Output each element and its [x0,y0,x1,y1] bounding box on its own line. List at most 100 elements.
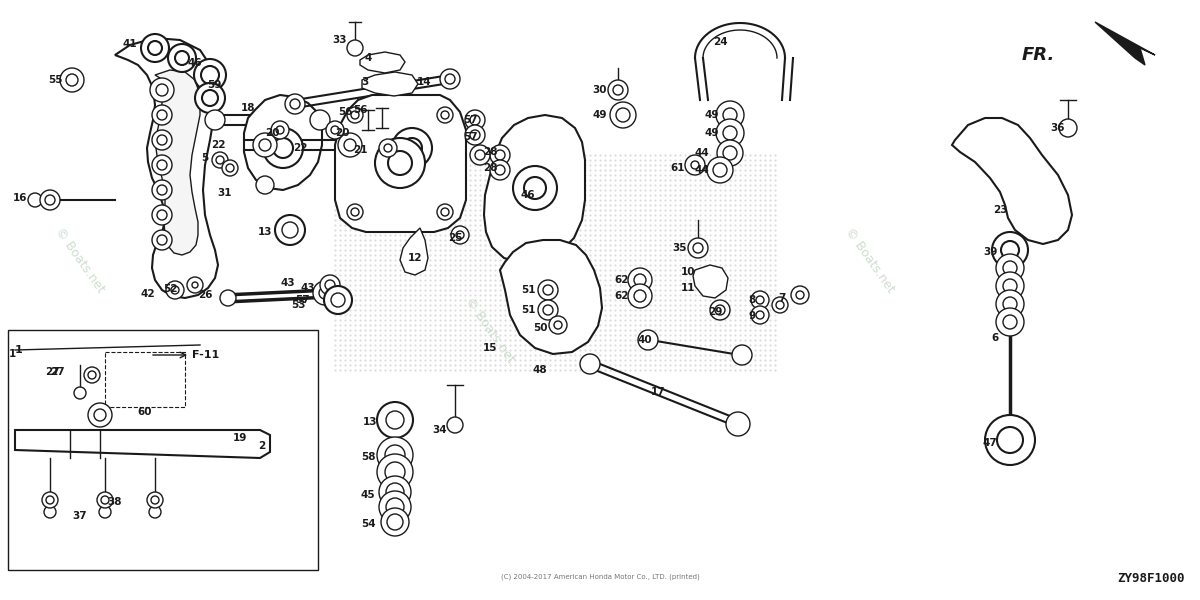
Text: 19: 19 [233,433,247,443]
Text: 40: 40 [637,335,653,345]
Text: 37: 37 [73,511,88,521]
Circle shape [1003,297,1018,311]
Circle shape [152,230,172,250]
Circle shape [94,409,106,421]
Text: 28: 28 [482,147,497,157]
Circle shape [194,83,226,113]
Text: 49: 49 [704,110,719,120]
Circle shape [202,66,220,84]
Text: 29: 29 [708,307,722,317]
Circle shape [377,454,413,490]
Circle shape [157,235,167,245]
Text: 54: 54 [361,519,376,529]
Text: 3: 3 [361,77,368,87]
Circle shape [275,215,305,245]
Text: 22: 22 [211,140,226,150]
Circle shape [152,180,172,200]
Circle shape [386,498,404,516]
Circle shape [377,437,413,473]
Text: 51: 51 [521,285,535,295]
Circle shape [524,177,546,199]
Circle shape [776,301,784,309]
Text: © Boats.net: © Boats.net [53,225,107,295]
Text: ZY98F1000: ZY98F1000 [1117,572,1186,585]
Circle shape [282,222,298,238]
Circle shape [263,128,302,168]
Circle shape [157,135,167,145]
Text: 28: 28 [482,163,497,173]
Circle shape [205,110,226,130]
Circle shape [475,150,485,160]
Circle shape [772,297,788,313]
Text: 57: 57 [463,132,478,142]
Text: 49: 49 [593,110,607,120]
Circle shape [446,417,463,433]
Circle shape [166,281,184,299]
Circle shape [274,138,293,158]
Circle shape [996,254,1024,282]
Text: 12: 12 [408,253,422,263]
Text: 9: 9 [749,311,756,321]
Circle shape [985,415,1034,465]
Text: 62: 62 [614,291,629,301]
Text: 22: 22 [293,143,307,153]
Text: 16: 16 [13,193,28,203]
Text: 43: 43 [281,278,295,288]
Text: 57: 57 [463,115,478,125]
Circle shape [716,119,744,147]
Circle shape [538,300,558,320]
Circle shape [313,281,337,305]
Text: 39: 39 [983,247,997,257]
Polygon shape [360,52,406,73]
Polygon shape [244,95,322,190]
Text: 44: 44 [695,165,709,175]
Text: 58: 58 [361,452,376,462]
Circle shape [470,130,480,140]
Text: 42: 42 [140,289,155,299]
Text: 1: 1 [14,345,23,355]
Circle shape [149,506,161,518]
Circle shape [608,80,628,100]
Text: 25: 25 [448,233,462,243]
Circle shape [490,160,510,180]
Text: 53: 53 [290,300,305,310]
Circle shape [722,108,737,122]
Text: 36: 36 [1051,123,1066,133]
Circle shape [379,139,397,157]
Circle shape [456,231,464,239]
Circle shape [347,107,364,123]
Text: 44: 44 [695,148,709,158]
Circle shape [151,496,158,504]
Circle shape [685,155,706,175]
Circle shape [722,146,737,160]
Text: 30: 30 [593,85,607,95]
Circle shape [756,296,764,304]
Circle shape [722,126,737,140]
Text: 24: 24 [713,37,727,47]
Text: 5: 5 [202,153,209,163]
Circle shape [157,210,167,220]
Circle shape [152,130,172,150]
Text: 1: 1 [8,349,16,359]
Text: 15: 15 [482,343,497,353]
Circle shape [101,496,109,504]
Text: 38: 38 [108,497,122,507]
Circle shape [694,243,703,253]
Text: 47: 47 [983,438,997,448]
Circle shape [379,491,410,523]
Circle shape [259,139,271,151]
Polygon shape [155,70,200,255]
Circle shape [175,51,190,65]
Circle shape [710,300,730,320]
Text: 45: 45 [361,490,376,500]
Bar [330,150,780,380]
Text: 56: 56 [353,105,367,115]
Circle shape [379,476,410,508]
Circle shape [634,274,646,286]
Circle shape [74,387,86,399]
Circle shape [996,290,1024,318]
Text: 21: 21 [353,145,367,155]
Circle shape [152,205,172,225]
Text: 35: 35 [673,243,688,253]
Circle shape [142,34,169,62]
